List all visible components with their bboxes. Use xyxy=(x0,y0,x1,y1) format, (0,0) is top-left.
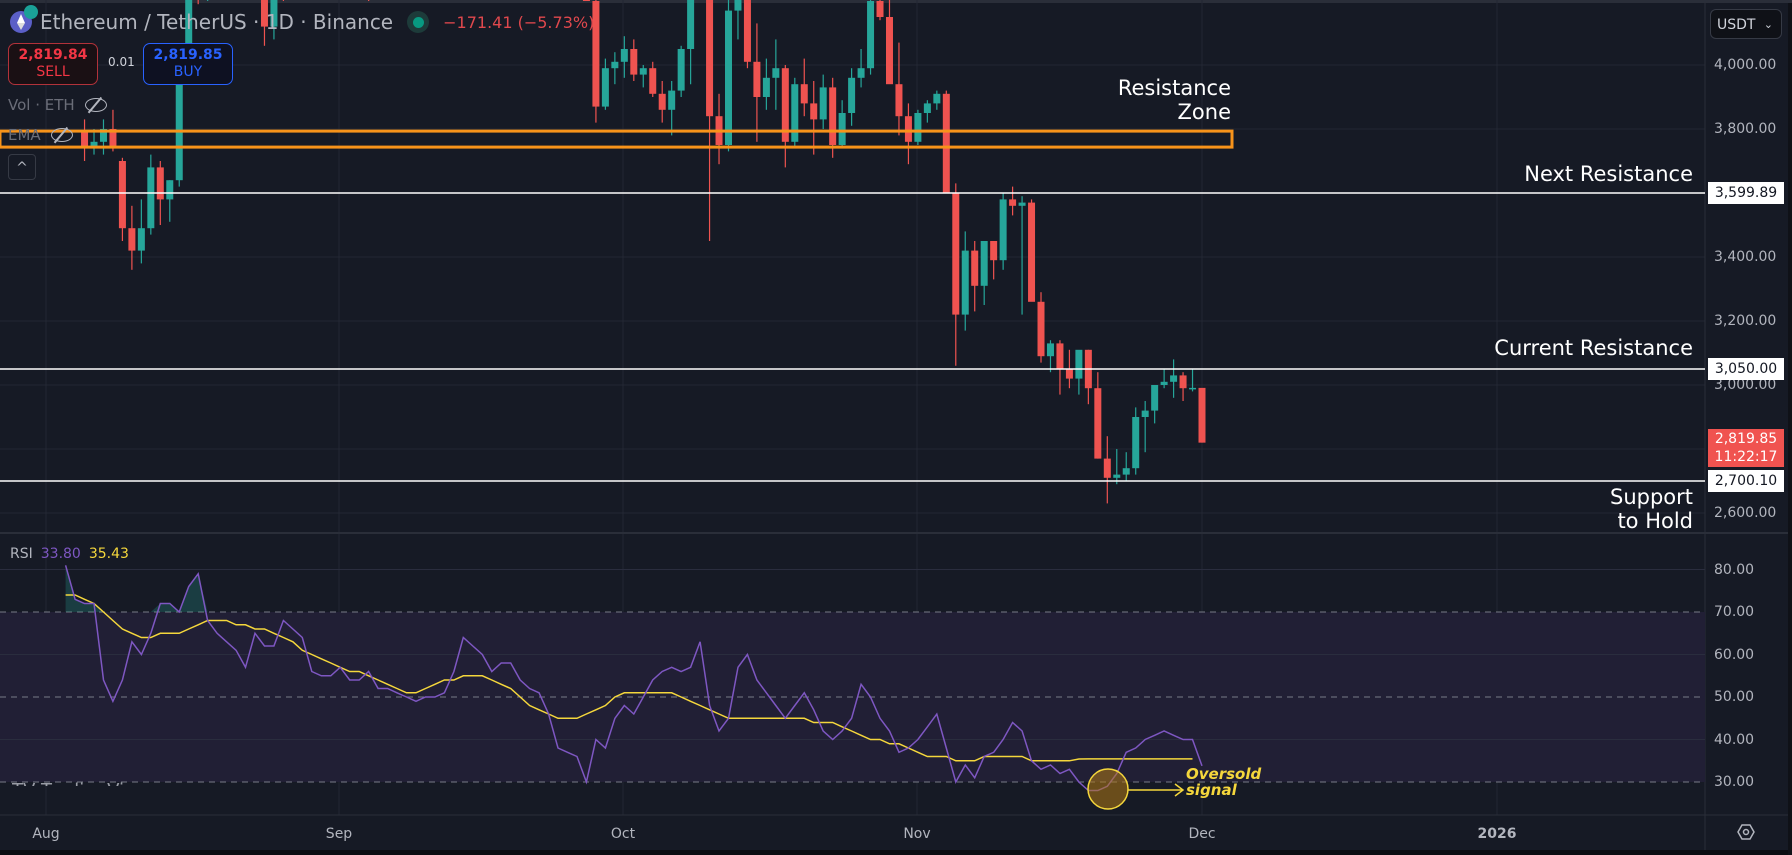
rsi-ma-value: 35.43 xyxy=(88,546,129,562)
buy-button[interactable]: 2,819.85 BUY xyxy=(143,43,233,85)
chevron-down-icon: ⌄ xyxy=(1763,18,1773,31)
rsi-axis-label: 60.00 xyxy=(1714,646,1755,663)
currency-value: USDT xyxy=(1717,17,1756,33)
chevron-up-icon: ^ xyxy=(16,160,28,176)
support-label: Support to Hold xyxy=(1609,485,1693,533)
symbol-title[interactable]: Ethereum / TetherUS · 1D · Binance xyxy=(40,10,394,34)
rsi-axis-label: 80.00 xyxy=(1714,561,1755,578)
hidden-eye-icon[interactable] xyxy=(50,128,73,142)
price-axis-label: 3,000.00 xyxy=(1714,377,1777,393)
rsi-line xyxy=(64,565,1203,792)
oversold-circle xyxy=(1087,768,1129,810)
resistance-zone-label: Resistance Zone xyxy=(1118,76,1231,124)
last-price: 2,819.85 xyxy=(1714,431,1778,447)
rsi-label[interactable]: RSI xyxy=(10,546,33,562)
rsi-axis-label: 50.00 xyxy=(1714,689,1755,705)
rsi-axis-label: 70.00 xyxy=(1714,604,1755,620)
time-axis-label: Nov xyxy=(903,826,931,842)
time-axis-label: Oct xyxy=(610,826,636,842)
next-resistance-label: Next Resistance xyxy=(1524,162,1693,186)
price-axis-label: 4,000.00 xyxy=(1714,57,1777,73)
rsi-legend: RSI 33.80 35.43 xyxy=(10,546,129,562)
rsi-ma-line xyxy=(65,594,1193,762)
price-level-tag: 3,050.00 xyxy=(1708,358,1784,380)
price-axis-label: 3,200.00 xyxy=(1714,313,1777,329)
candles xyxy=(81,0,1206,504)
sell-price: 2,819.84 xyxy=(18,47,88,63)
rsi-value: 33.80 xyxy=(40,546,81,562)
spread-value: 0.01 xyxy=(108,55,135,69)
price-level-tag: 3,599.89 xyxy=(1708,182,1784,205)
rsi-overbought-fill xyxy=(65,565,1203,612)
collapse-legend-button[interactable]: ^ xyxy=(8,154,36,180)
resistance-zone-box[interactable] xyxy=(0,129,1234,149)
price-axis-label: 3,800.00 xyxy=(1714,121,1777,137)
price-axis-label: 2,600.00 xyxy=(1714,505,1777,521)
ethereum-icon xyxy=(10,5,38,33)
symbol-legend: Ethereum / TetherUS · 1D · Binance −171.… xyxy=(10,5,595,34)
tradingview-watermark: TV TradingView xyxy=(12,780,172,786)
last-price-tag: 2,819.85 11:22:17 xyxy=(1708,429,1784,467)
current-resistance-label: Current Resistance xyxy=(1494,336,1693,360)
rsi-axis-label: 30.00 xyxy=(1714,774,1755,790)
settings-icon[interactable] xyxy=(1737,823,1755,841)
bar-countdown: 11:22:17 xyxy=(1714,449,1778,465)
price-axis-label: 3,400.00 xyxy=(1714,249,1777,265)
time-axis-label: Sep xyxy=(325,826,353,842)
indicator-vol[interactable]: Vol · ETH xyxy=(8,96,107,114)
market-open-icon xyxy=(407,11,430,33)
rsi-axis-label: 40.00 xyxy=(1714,731,1755,748)
currency-select[interactable]: USDT ⌄ xyxy=(1710,9,1782,39)
top-border xyxy=(0,0,1792,3)
indicator-ema[interactable]: EMA xyxy=(8,126,73,144)
exchange-badge-icon xyxy=(24,5,38,19)
price-level-tag: 2,700.10 xyxy=(1708,469,1784,492)
time-axis-label: Dec xyxy=(1188,826,1216,842)
hidden-eye-icon[interactable] xyxy=(84,98,107,112)
resistance-zone-text: Resistance Zone xyxy=(1117,76,1231,124)
buy-label: BUY xyxy=(173,64,203,80)
indicator-vol-label: Vol · ETH xyxy=(8,96,75,114)
buy-price: 2,819.85 xyxy=(153,47,223,63)
time-axis-label: Aug xyxy=(32,826,60,842)
sell-label: SELL xyxy=(36,64,70,80)
time-axis-label: 2026 xyxy=(1477,826,1517,842)
indicator-ema-label: EMA xyxy=(8,126,41,144)
price-change: −171.41 (−5.73%) xyxy=(443,12,595,32)
sell-button[interactable]: 2,819.84 SELL xyxy=(8,43,98,85)
oversold-signal-label: Oversold signal xyxy=(1186,765,1262,799)
